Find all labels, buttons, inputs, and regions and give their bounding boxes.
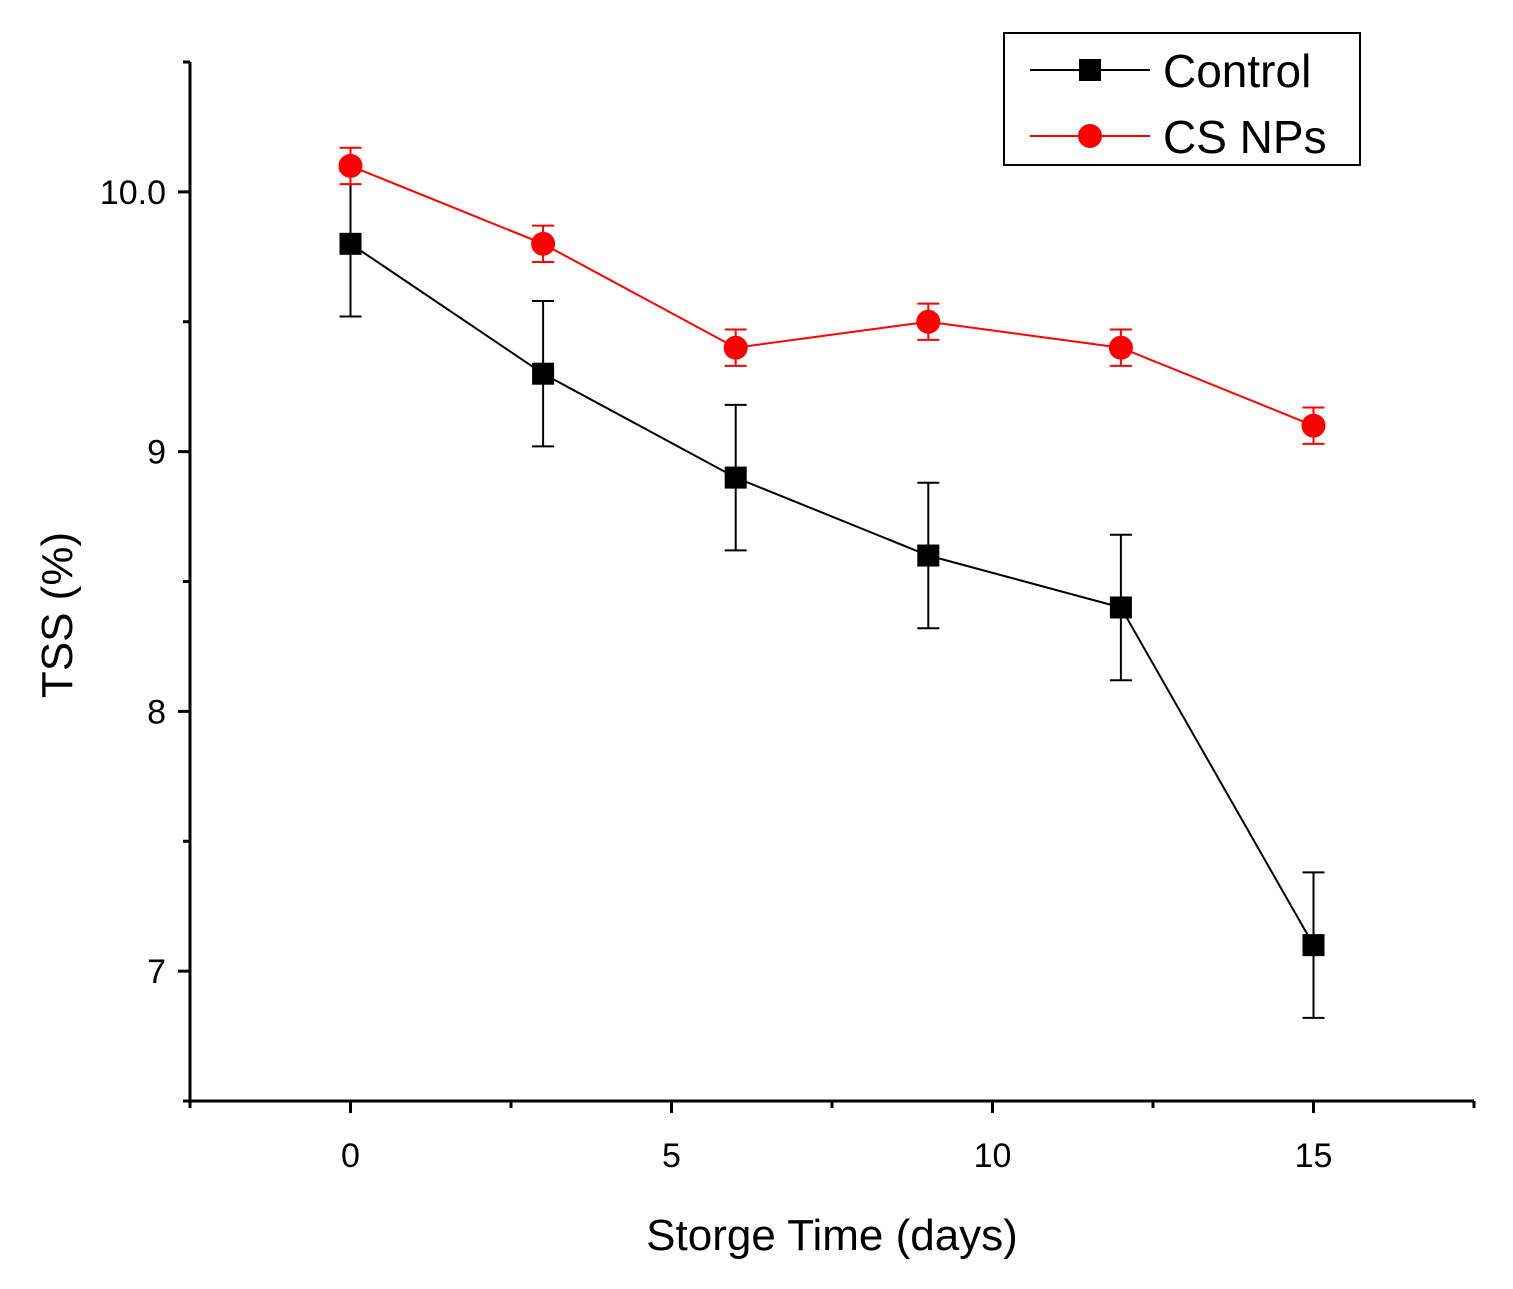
- legend-marker-control: [1079, 59, 1101, 81]
- data-point-cs-nps: [723, 335, 748, 360]
- legend-box: [1003, 32, 1361, 166]
- legend-marker-csnps: [1078, 124, 1102, 148]
- x-tick-label: 0: [341, 1137, 360, 1175]
- data-point-control: [917, 544, 940, 567]
- y-tick-label: 7: [147, 953, 166, 991]
- data-point-control: [1109, 596, 1132, 619]
- series-layer: [338, 146, 1326, 1019]
- series-line-control: [349, 242, 1315, 946]
- legend-label-csnps: CS NPs: [1163, 111, 1327, 163]
- series-line-cs-nps: [350, 164, 1314, 427]
- x-tick-label: 10: [974, 1137, 1012, 1175]
- x-tick-label: 5: [662, 1137, 681, 1175]
- data-point-cs-nps: [531, 231, 556, 256]
- y-tick-label: 10.0: [100, 174, 166, 212]
- legend-label-control: Control: [1163, 45, 1311, 97]
- y-axis-title: TSS (%): [33, 532, 82, 698]
- data-point-control: [532, 362, 555, 385]
- data-point-cs-nps: [338, 153, 363, 178]
- series-cs-nps: [338, 146, 1326, 445]
- legend: Control CS NPs: [1003, 32, 1361, 166]
- series-control: [339, 170, 1325, 1019]
- data-point-cs-nps: [916, 309, 941, 334]
- y-tick-label: 8: [147, 693, 166, 731]
- axes-layer: 7 8 9 10.0 0 5 10 15: [100, 60, 1476, 1175]
- data-point-cs-nps: [1301, 413, 1326, 438]
- y-tick-label: 9: [147, 434, 166, 472]
- x-axis-title: Storge Time (days): [646, 1211, 1018, 1260]
- data-point-control: [1302, 934, 1325, 957]
- data-point-control: [724, 466, 747, 489]
- data-point-cs-nps: [1108, 335, 1133, 360]
- data-point-control: [339, 232, 362, 255]
- x-tick-label: 15: [1295, 1137, 1333, 1175]
